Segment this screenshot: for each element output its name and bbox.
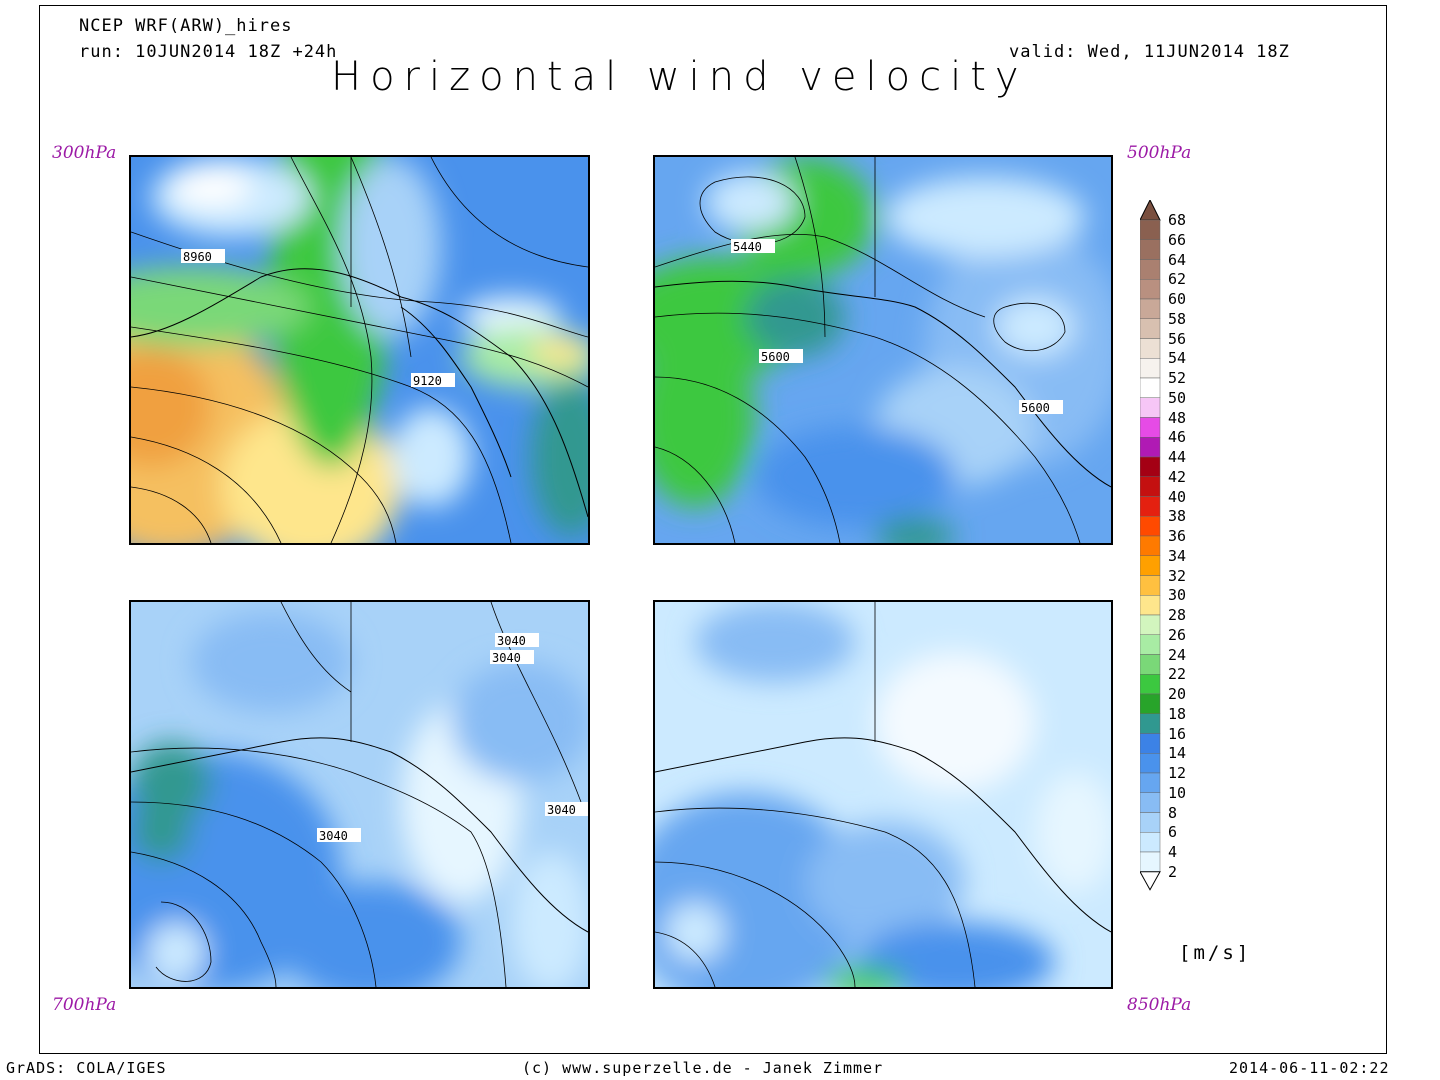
colorbar-swatch: [1140, 851, 1161, 872]
colorbar-swatch: [1140, 634, 1161, 655]
colorbar-tick-label: 38: [1168, 507, 1187, 526]
colorbar-tick-label: 34: [1168, 546, 1187, 565]
colorbar-swatch: [1140, 535, 1161, 556]
colorbar-tick-label: 26: [1168, 625, 1187, 644]
units-label: [m/s]: [1179, 942, 1252, 964]
footer-software: GrADS: COLA/IGES: [6, 1059, 167, 1077]
contour-label: 3040: [497, 634, 526, 648]
colorbar: 68 66 64 62 60 58 56 54 52 50 48 46 44 42 40 38 36 34 32 30…: [1140, 200, 1260, 900]
colorbar-swatch: [1140, 476, 1161, 497]
colorbar-bottom-arrow: [1140, 871, 1161, 891]
colorbar-tick-label: 48: [1168, 408, 1187, 427]
colorbar-tick-label: 36: [1168, 527, 1187, 545]
level-label-500: 500hPa: [1127, 143, 1192, 163]
colorbar-tick-label: 50: [1168, 388, 1187, 407]
colorbar-top-arrow: [1140, 200, 1161, 221]
colorbar-swatch: [1140, 437, 1161, 458]
colorbar-swatch: [1140, 654, 1161, 675]
contour-label: 3040: [319, 829, 348, 843]
colorbar-swatch: [1140, 516, 1161, 537]
colorbar-tick-label: 24: [1168, 645, 1187, 664]
contour-label: 8960: [183, 250, 212, 264]
plot-frame: [39, 5, 1387, 1054]
colorbar-swatch: [1140, 239, 1161, 260]
colorbar-tick-label: 14: [1168, 744, 1187, 763]
colorbar-swatch: [1140, 575, 1161, 596]
colorbar-tick-label: 66: [1168, 230, 1187, 249]
colorbar-tick-label: 12: [1168, 764, 1187, 782]
colorbar-tick-label: 42: [1168, 467, 1187, 486]
colorbar-swatch: [1140, 358, 1161, 379]
level-label-700: 700hPa: [52, 995, 117, 1015]
colorbar-swatch: [1140, 832, 1161, 853]
colorbar-tick-label: 40: [1168, 487, 1187, 506]
colorbar-swatch: [1140, 713, 1161, 734]
colorbar-tick-label: 68: [1168, 211, 1187, 229]
level-label-850: 850hPa: [1127, 995, 1192, 1015]
colorbar-swatch: [1140, 397, 1161, 418]
colorbar-swatch: [1140, 595, 1161, 616]
colorbar-tick-label: 10: [1168, 783, 1187, 802]
colorbar-tick-label: 4: [1168, 843, 1178, 861]
valid-time: valid: Wed, 11JUN2014 18Z: [1009, 42, 1290, 62]
run-info: run: 10JUN2014 18Z +24h: [79, 42, 338, 62]
footer-timestamp: 2014-06-11-02:22: [1229, 1059, 1390, 1077]
map-panel-700hpa: 3040 3040 3040 3040: [129, 600, 590, 989]
model-name: NCEP WRF(ARW)_hires: [79, 16, 293, 36]
colorbar-swatches: [1140, 200, 1161, 891]
colorbar-swatch: [1140, 496, 1161, 517]
contour-label: 3040: [547, 803, 576, 817]
colorbar-swatch: [1140, 456, 1161, 477]
footer-credit: (c) www.superzelle.de - Janek Zimmer: [522, 1059, 884, 1077]
colorbar-tick-label: 18: [1168, 704, 1187, 723]
colorbar-swatch: [1140, 338, 1161, 359]
colorbar-tick-label: 44: [1168, 448, 1187, 466]
colorbar-tick-label: 28: [1168, 606, 1187, 624]
colorbar-swatch: [1140, 614, 1161, 635]
colorbar-tick-label: 56: [1168, 329, 1187, 348]
colorbar-swatch: [1140, 555, 1161, 576]
colorbar-tick-label: 8: [1168, 803, 1178, 822]
colorbar-tick-label: 2: [1168, 862, 1178, 881]
colorbar-swatch: [1140, 259, 1161, 280]
colorbar-swatch: [1140, 792, 1161, 813]
colorbar-tick-label: 16: [1168, 724, 1187, 743]
map-title: Horizontal wind velocity: [331, 54, 1028, 100]
contour-label: 9120: [413, 374, 442, 388]
colorbar-swatch: [1140, 693, 1161, 714]
level-label-300: 300hPa: [52, 143, 117, 163]
contour-label: 5440: [733, 240, 762, 254]
colorbar-swatch: [1140, 674, 1161, 695]
colorbar-swatch: [1140, 377, 1161, 398]
colorbar-swatch: [1140, 772, 1161, 793]
colorbar-swatch: [1140, 733, 1161, 754]
colorbar-tick-label: 52: [1168, 369, 1187, 387]
colorbar-tick-label: 6: [1168, 823, 1178, 842]
colorbar-tick-label: 20: [1168, 685, 1187, 703]
contour-label: 5600: [761, 350, 790, 364]
map-panel-500hpa: 5440 5600 5600: [653, 155, 1113, 545]
map-panel-300hpa: 8960 9120: [129, 155, 590, 545]
colorbar-tick-label: 60: [1168, 290, 1187, 308]
colorbar-tick-label: 22: [1168, 665, 1187, 684]
colorbar-swatch: [1140, 318, 1161, 339]
colorbar-swatch: [1140, 812, 1161, 833]
contour-label: 5600: [1021, 401, 1050, 415]
colorbar-tick-label: 30: [1168, 586, 1187, 605]
colorbar-swatch: [1140, 279, 1161, 300]
colorbar-tick-label: 62: [1168, 270, 1187, 289]
map-panel-850hpa: [653, 600, 1113, 989]
contour-label: 3040: [492, 651, 521, 665]
colorbar-tick-label: 64: [1168, 250, 1187, 269]
colorbar-swatch: [1140, 417, 1161, 438]
colorbar-swatch: [1140, 219, 1161, 240]
colorbar-tick-label: 58: [1168, 309, 1187, 328]
colorbar-tick-label: 32: [1168, 566, 1187, 585]
colorbar-tick-label: 54: [1168, 349, 1187, 368]
colorbar-tick-label: 46: [1168, 428, 1187, 447]
colorbar-swatch: [1140, 753, 1161, 774]
colorbar-swatch: [1140, 298, 1161, 319]
